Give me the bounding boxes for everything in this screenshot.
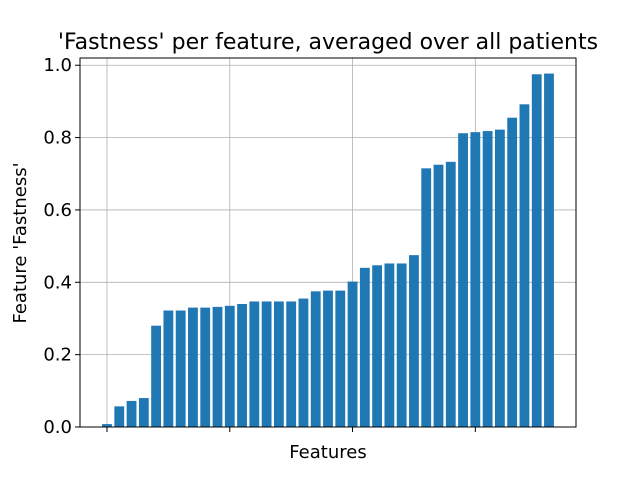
bar [163, 310, 174, 427]
bar [310, 291, 321, 427]
bar [298, 298, 309, 427]
bar [273, 301, 284, 427]
bar [237, 304, 247, 427]
y-tick-label: 0.8 [43, 128, 72, 149]
bar [359, 267, 370, 427]
bar [384, 263, 395, 427]
bar [421, 168, 432, 427]
bar [261, 301, 272, 427]
bar [323, 290, 333, 427]
bars-layer [102, 73, 554, 428]
x-axis [106, 427, 476, 432]
y-tick-label: 0.2 [43, 345, 72, 366]
bar [175, 310, 186, 427]
bar [458, 133, 468, 427]
bar [519, 104, 530, 428]
bar [494, 129, 505, 428]
bar [114, 406, 125, 427]
bar [126, 400, 137, 427]
bar [200, 307, 211, 427]
bar [445, 161, 456, 427]
bar [151, 325, 162, 427]
bar [212, 306, 223, 427]
bar [507, 117, 518, 428]
plot-frame [79, 57, 577, 428]
y-tick-label: 0.4 [43, 272, 72, 293]
y-axis-label: Feature 'Fastness' [10, 162, 31, 323]
bar [335, 290, 346, 427]
bar [396, 263, 407, 427]
bar [372, 265, 383, 427]
y-tick-label: 0.0 [43, 417, 72, 438]
chart-title: 'Fastness' per feature, averaged over al… [58, 30, 598, 55]
y-tick-label: 1.0 [43, 55, 72, 76]
y-tick-label: 0.6 [43, 200, 72, 221]
bar [482, 131, 493, 427]
bar [188, 307, 198, 427]
bar [102, 424, 112, 427]
bar [544, 73, 554, 428]
y-axis: 0.0 0.2 0.4 0.6 0.8 1.0 [43, 55, 80, 438]
bar [470, 132, 481, 428]
bar [224, 305, 235, 427]
bar [347, 281, 358, 427]
bar [433, 164, 444, 427]
bar [249, 301, 260, 427]
bar [138, 398, 149, 427]
bar [286, 301, 297, 427]
bar [409, 255, 419, 427]
bar [531, 74, 542, 427]
x-axis-label: Features [289, 442, 366, 463]
